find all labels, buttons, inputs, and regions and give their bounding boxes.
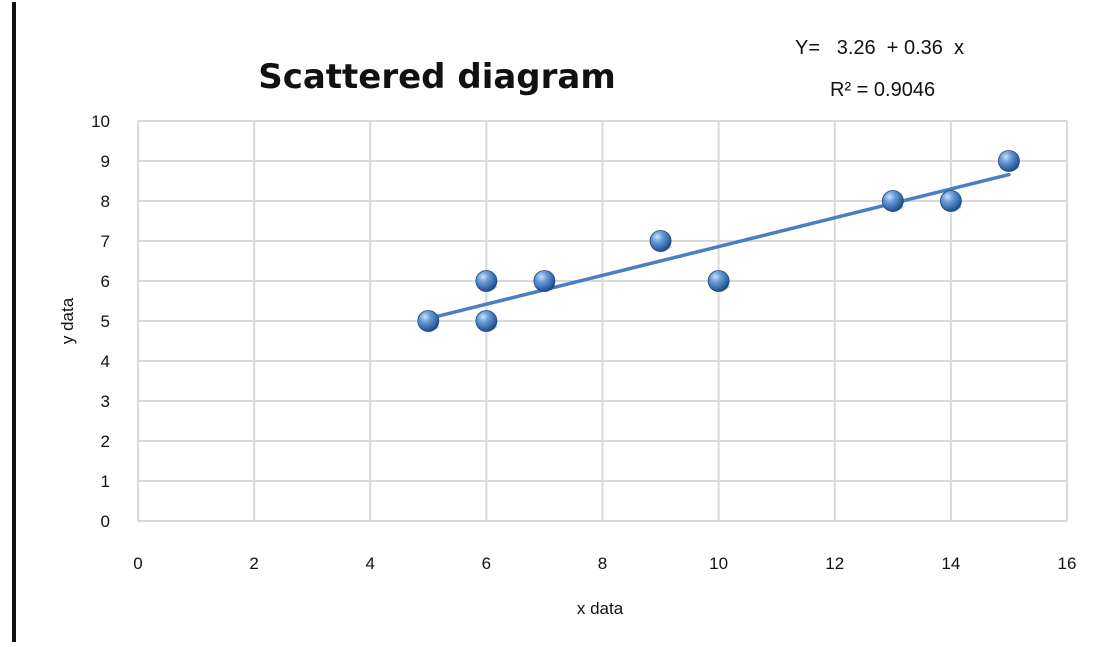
data-point <box>475 270 498 292</box>
data-point <box>475 310 498 332</box>
x-axis-label: x data <box>577 599 624 618</box>
x-tick-label: 8 <box>598 554 607 573</box>
y-tick-label: 10 <box>91 112 110 131</box>
y-tick-label: 6 <box>101 272 110 291</box>
regression-equation: Y= 3.26 + 0.36 x <box>795 37 964 59</box>
x-tick-label: 2 <box>249 554 258 573</box>
data-point <box>881 190 904 212</box>
grid-lines <box>137 120 1068 522</box>
trendline-layer <box>426 172 1011 321</box>
r-squared-label: R² = 0.9046 <box>830 79 935 101</box>
x-tick-label: 12 <box>825 554 844 573</box>
trendline <box>426 172 1011 321</box>
data-point <box>417 310 440 332</box>
y-tick-label: 8 <box>101 192 110 211</box>
chart-title: Scattered diagram <box>258 57 616 97</box>
x-tick-label: 0 <box>133 554 142 573</box>
data-point <box>939 190 962 212</box>
data-point <box>998 150 1020 172</box>
x-tick-label: 10 <box>709 554 728 573</box>
left-border-line <box>12 2 16 642</box>
y-tick-label: 0 <box>101 512 110 531</box>
x-tick-label: 14 <box>941 554 960 573</box>
data-point <box>707 270 730 292</box>
y-axis-label: y data <box>58 297 77 344</box>
y-tick-label: 2 <box>101 432 110 451</box>
y-tick-label: 4 <box>101 352 110 371</box>
y-tick-label: 5 <box>101 312 110 331</box>
data-point <box>649 230 672 252</box>
data-point <box>533 270 556 292</box>
x-tick-label: 6 <box>482 554 491 573</box>
y-tick-label: 1 <box>101 472 110 491</box>
y-tick-label: 3 <box>101 392 110 411</box>
y-tick-label: 9 <box>101 152 110 171</box>
y-tick-label: 7 <box>101 232 110 251</box>
x-tick-label: 16 <box>1058 554 1077 573</box>
data-points <box>417 150 1020 332</box>
x-tick-label: 4 <box>366 554 375 573</box>
